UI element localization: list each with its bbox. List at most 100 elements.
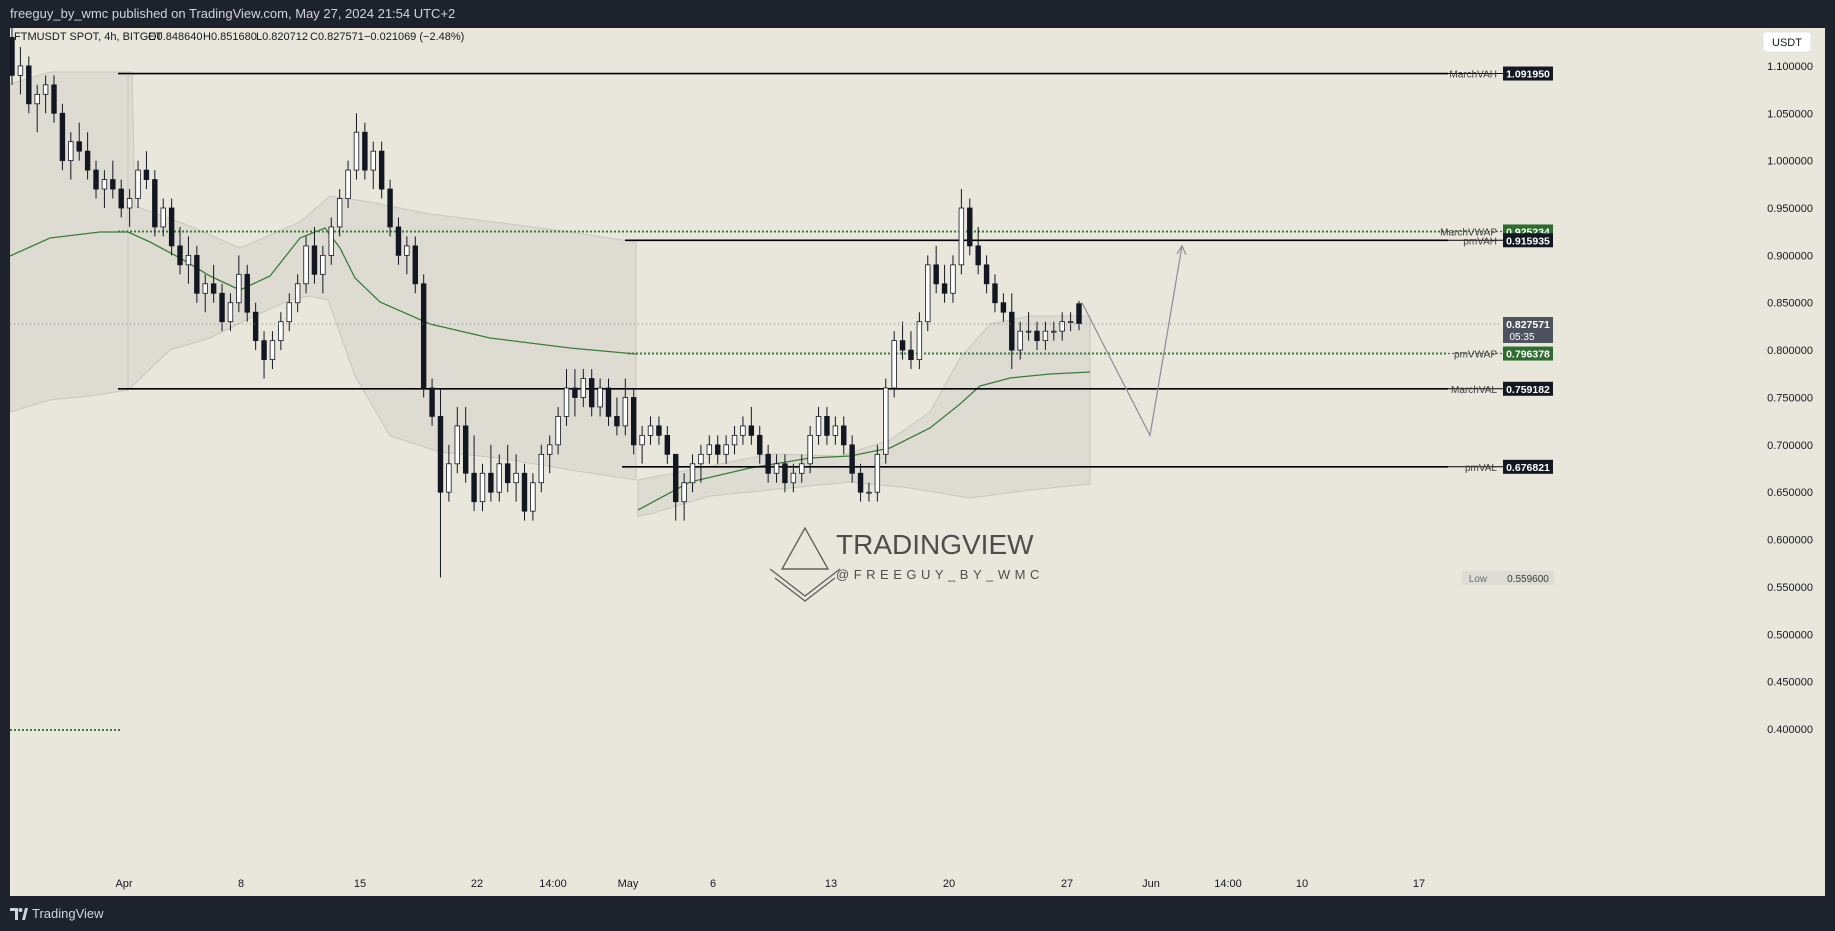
price-tag-bg [1503, 381, 1553, 396]
candle-body [429, 387, 435, 417]
footer-bar: TradingView [0, 896, 1835, 931]
candle-body [757, 434, 763, 455]
candle-body [1076, 303, 1082, 324]
watermark: TRADINGVIEW @FREEGUY_BY_WMC [769, 526, 1044, 602]
candle-body [681, 482, 687, 503]
candle-body [437, 416, 444, 493]
price-tag-bg [1503, 346, 1553, 361]
candle-body [311, 245, 318, 275]
time-tick-label: 13 [825, 878, 837, 890]
price-tick-label: 0.850000 [1767, 298, 1813, 310]
projection-line [1081, 245, 1183, 438]
candle-body [530, 482, 536, 512]
candle-body [790, 472, 797, 484]
candle-body [958, 207, 965, 266]
watermark-handle: @FREEGUY_BY_WMC [836, 567, 1044, 582]
price-levels [118, 72, 1505, 468]
candle-body [857, 472, 864, 493]
symbol-legend[interactable]: FTMUSDT SPOT, 4h, BITGET O0.848640 H0.85… [14, 31, 464, 43]
low-marker-bg [1462, 570, 1554, 585]
candle-body [17, 65, 24, 76]
candle-body [866, 491, 872, 494]
tradingview-logo-icon [10, 907, 28, 920]
candle-body [345, 169, 351, 199]
price-tick-label: 1.050000 [1767, 108, 1813, 120]
candle-body [933, 264, 939, 285]
candle-body [521, 472, 528, 512]
march-vwap-band-lower [10, 71, 129, 413]
price-tick-label: 0.500000 [1767, 629, 1813, 641]
price-axis[interactable]: 1.100000 1.050000 1.000000 0.950000 0.900000… [1767, 61, 1813, 736]
candle-body [555, 416, 561, 446]
candle-body [76, 141, 82, 152]
candle-body [479, 472, 486, 503]
candle-body [278, 321, 284, 342]
candle-body [353, 131, 360, 171]
time-axis[interactable]: Apr 8 15 22 14:00 May 6 13 20 27 Jun 14:00 10 17 [115, 878, 1425, 890]
publish-info: freeguy_by_wmc published on TradingView.… [10, 6, 456, 21]
candle-body [631, 397, 637, 446]
candle-body [841, 425, 847, 446]
bar-countdown: 05:35 [1509, 332, 1534, 343]
candle-body [126, 198, 133, 209]
legend-symbol[interactable]: FTMUSDT SPOT, 4h, BITGET [14, 31, 163, 43]
candle-body [916, 321, 923, 360]
candle-body [294, 283, 301, 304]
candle-body [328, 226, 334, 256]
time-tick-label: 27 [1061, 878, 1073, 890]
candle-body [504, 463, 511, 484]
price-tag-bg [1503, 233, 1553, 248]
candle-body [210, 283, 217, 294]
time-tick-label: 20 [943, 878, 955, 890]
candle-body [26, 65, 32, 105]
candle-body [799, 463, 805, 474]
candle-body [807, 434, 813, 465]
candle-body [160, 207, 166, 228]
publish-header: freeguy_by_wmc published on TradingView.… [0, 0, 1835, 28]
candle-body [1067, 321, 1074, 324]
candle-body [219, 292, 225, 323]
level-label: MarchVWAP [1440, 227, 1497, 238]
candle-body [370, 150, 376, 171]
candle-body [454, 425, 460, 465]
currency-button-label[interactable]: USDT [1772, 37, 1802, 49]
price-tick-label: 0.800000 [1767, 345, 1813, 357]
price-tick-label: 0.550000 [1767, 582, 1813, 594]
candle-body [689, 463, 696, 484]
candle-body [513, 472, 519, 484]
footer-logo[interactable]: TradingView [10, 906, 104, 921]
candle-body [446, 463, 452, 493]
watermark-logo-icon [769, 526, 841, 602]
candle-body [899, 340, 906, 351]
candle-body [412, 245, 418, 285]
legend-close: C0.827571 [310, 31, 364, 43]
candle-body [286, 302, 292, 323]
candle-body [152, 179, 158, 228]
candle-body [34, 93, 40, 105]
currency-button-bg[interactable] [1762, 31, 1812, 53]
price-chart-svg[interactable]: 1.100000 1.050000 1.000000 0.950000 0.900000… [10, 28, 1825, 896]
candle-body [622, 397, 629, 427]
candle-body [715, 444, 721, 455]
price-tick-label: 1.100000 [1767, 61, 1813, 73]
candle-body [320, 254, 326, 275]
time-tick-label: Jun [1142, 878, 1160, 890]
candle-body [647, 425, 654, 436]
candle-body [824, 416, 830, 436]
price-tag-value: 0.796378 [1506, 349, 1550, 361]
price-tick-label: 0.950000 [1767, 203, 1813, 215]
time-tick-label: 8 [238, 878, 244, 890]
candle-body [731, 434, 738, 446]
candle-body [546, 444, 553, 455]
candle-body [597, 387, 603, 408]
candle-body [471, 472, 477, 503]
candle-body [563, 387, 570, 417]
time-tick-label: 15 [354, 878, 366, 890]
candle-body [908, 349, 914, 360]
time-tick-label: 17 [1413, 878, 1425, 890]
chart-area[interactable]: 1.100000 1.050000 1.000000 0.950000 0.900000… [10, 28, 1825, 896]
candle-body [1059, 321, 1065, 332]
candle-body [488, 472, 494, 493]
currency-button[interactable]: USDT [1762, 31, 1812, 53]
candle-body [1000, 302, 1007, 313]
